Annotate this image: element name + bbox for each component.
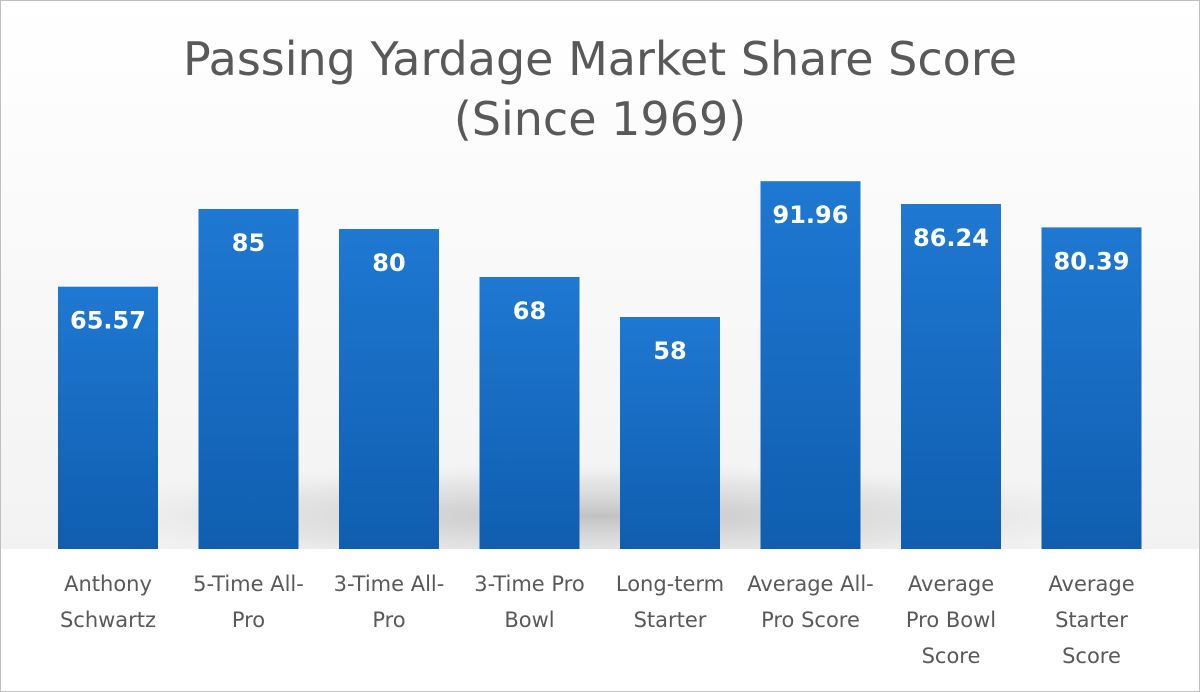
x-tick-label: 5-Time All- bbox=[193, 572, 304, 596]
data-label: 65.57 bbox=[70, 307, 146, 335]
data-label: 80 bbox=[372, 249, 405, 277]
x-tick-label: Score bbox=[1062, 644, 1121, 668]
bar bbox=[339, 229, 439, 549]
data-label: 86.24 bbox=[913, 224, 989, 252]
label-area-background bbox=[1, 549, 1199, 691]
x-tick-label: 3-Time All- bbox=[334, 572, 445, 596]
data-label: 85 bbox=[232, 229, 265, 257]
category-labels-group: Anthony Schwartz 5-Time All- Pro 3-Time All-… bbox=[60, 572, 1135, 668]
x-tick-label: Average All- bbox=[747, 572, 874, 596]
x-tick-label: Schwartz bbox=[60, 608, 156, 632]
x-tick-label: Score bbox=[922, 644, 981, 668]
x-tick-label: Average bbox=[908, 572, 994, 596]
data-label: 91.96 bbox=[773, 201, 849, 229]
bar bbox=[901, 204, 1001, 549]
x-tick-label: Average bbox=[1048, 572, 1134, 596]
x-tick-label: Pro Bowl bbox=[906, 608, 996, 632]
chart-title-line-1: Passing Yardage Market Share Score bbox=[182, 32, 1018, 86]
x-tick-label: Long-term bbox=[616, 572, 724, 596]
x-tick-label: Starter bbox=[1055, 608, 1128, 632]
x-tick-label: Pro bbox=[232, 608, 265, 632]
x-tick-label: Bowl bbox=[504, 608, 554, 632]
x-tick-label: Pro Score bbox=[761, 608, 860, 632]
bars-group bbox=[58, 181, 1142, 549]
bar bbox=[760, 181, 861, 549]
data-label: 68 bbox=[513, 297, 546, 325]
data-label: 58 bbox=[653, 337, 686, 365]
x-tick-label: Pro bbox=[372, 608, 405, 632]
value-labels-group: 65.57 85 80 68 58 91.96 86.24 80.39 bbox=[70, 201, 1129, 365]
floor-shadow bbox=[1, 456, 1199, 576]
bar bbox=[620, 317, 720, 549]
bar bbox=[1041, 227, 1142, 549]
x-tick-label: Anthony bbox=[64, 572, 152, 596]
bar bbox=[479, 277, 580, 549]
chart-title: Passing Yardage Market Share Score (Sinc… bbox=[1, 29, 1199, 149]
bar bbox=[198, 209, 299, 549]
bar bbox=[58, 286, 158, 549]
data-label: 80.39 bbox=[1054, 247, 1130, 275]
x-tick-label: 3-Time Pro bbox=[474, 572, 584, 596]
chart-title-line-2: (Since 1969) bbox=[453, 92, 747, 146]
x-tick-label: Starter bbox=[634, 608, 707, 632]
